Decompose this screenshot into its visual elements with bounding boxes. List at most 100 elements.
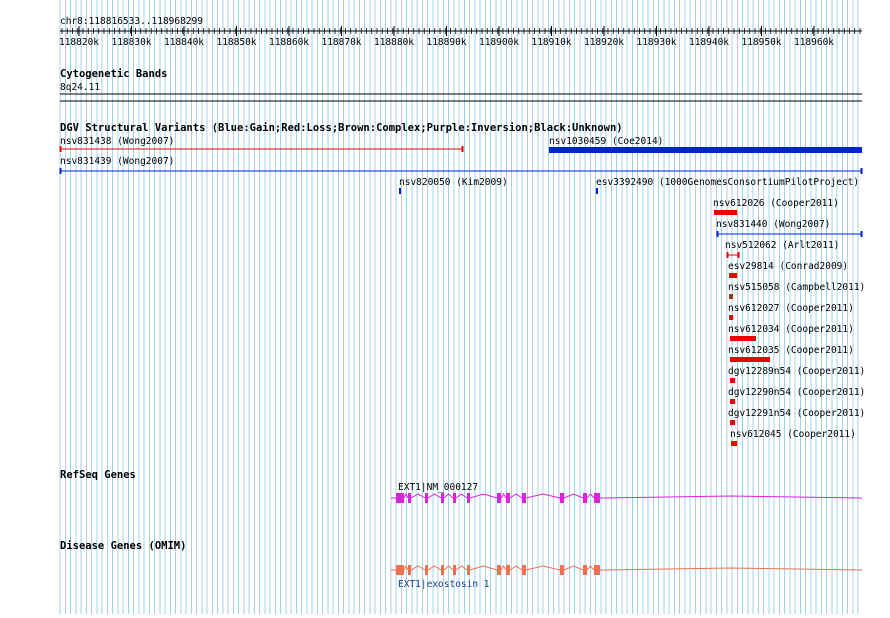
dgv-feature-label: dgv12290n54 (Cooper2011)	[728, 387, 865, 398]
omim-track[interactable]: Disease Genes (OMIM) EXT1|exostosin 1	[60, 540, 863, 590]
refseq-gene-label[interactable]: EXT1|NM_000127	[398, 482, 478, 493]
ruler-tick-label: 118950k	[741, 37, 781, 48]
refseq-track-title: RefSeq Genes	[60, 469, 136, 481]
dgv-feature-label: nsv612035 (Cooper2011)	[728, 345, 854, 356]
gene-intron	[469, 565, 498, 571]
dgv-feature-bar	[730, 399, 735, 404]
gene-intron	[599, 495, 863, 499]
ruler-tick-label: 118840k	[164, 37, 204, 48]
ruler-tick-label: 118910k	[531, 37, 571, 48]
dgv-feature-label: nsv820050 (Kim2009)	[399, 177, 508, 188]
ruler-tick-label: 118860k	[269, 37, 309, 48]
gene-intron	[410, 493, 426, 499]
dgv-feature-label: nsv612045 (Cooper2011)	[730, 429, 856, 440]
gene-exon	[425, 493, 428, 503]
ruler-marks	[61, 28, 861, 34]
dgv-feature-bar	[729, 315, 733, 320]
gene-exon	[560, 493, 564, 503]
gene-exon	[453, 565, 456, 575]
dgv-feature-label: nsv612027 (Cooper2011)	[728, 303, 854, 314]
dgv-feature[interactable]: nsv831438 (Wong2007)	[59, 136, 464, 152]
gene-intron	[410, 565, 426, 571]
dgv-feature[interactable]: nsv612035 (Cooper2011)	[728, 345, 854, 362]
gene-exon	[408, 493, 411, 503]
dgv-feature[interactable]: nsv831439 (Wong2007)	[59, 156, 863, 174]
ruler-tick-label: 118850k	[216, 37, 256, 48]
dgv-feature-bar	[714, 210, 737, 215]
gene-intron	[427, 565, 442, 571]
dgv-feature[interactable]: nsv831440 (Wong2007)	[716, 219, 863, 237]
dgv-feature[interactable]: nsv512062 (Arlt2011)	[725, 240, 839, 258]
dgv-feature-label: esv29814 (Conrad2009)	[728, 261, 848, 272]
gene-intron	[443, 493, 454, 499]
dgv-feature[interactable]: nsv820050 (Kim2009)	[399, 177, 508, 194]
gene-exon	[441, 565, 444, 575]
gene-exon	[506, 493, 510, 503]
cytoband-track[interactable]: Cytogenetic Bands 8q24.11	[60, 68, 862, 102]
ruler-tick-label: 118920k	[584, 37, 624, 48]
ruler-tick-labels: 118820k 118830k 118840k 118850k 118860k 11887…	[59, 26, 834, 48]
refseq-gene-glyph[interactable]	[391, 492, 863, 503]
dgv-feature-bar	[730, 420, 735, 425]
dgv-feature[interactable]: dgv12291n54 (Cooper2011)	[728, 408, 865, 425]
refseq-track[interactable]: RefSeq Genes EXT1|NM_000127	[60, 469, 863, 503]
ruler-tick-label: 118930k	[636, 37, 676, 48]
grid-lines	[59, 0, 859, 614]
dgv-feature[interactable]: nsv1030459 (Coe2014)	[549, 136, 862, 153]
gene-exon	[396, 565, 404, 575]
dgv-feature-bar	[729, 273, 737, 278]
gene-intron	[563, 493, 584, 499]
gene-intron	[563, 565, 584, 571]
omim-gene-label[interactable]: EXT1|exostosin 1	[398, 579, 490, 590]
dgv-feature-label: nsv515058 (Campbell2011)	[728, 282, 865, 293]
gene-exon	[467, 493, 470, 503]
dgv-feature[interactable]: nsv515058 (Campbell2011)	[728, 282, 865, 299]
dgv-feature-bar	[549, 147, 862, 153]
dgv-feature-label: dgv12289n54 (Cooper2011)	[728, 366, 865, 377]
gene-exon	[453, 493, 456, 503]
gene-intron	[525, 565, 561, 571]
dgv-feature[interactable]: nsv612026 (Cooper2011)	[713, 198, 839, 215]
gene-exon	[441, 493, 444, 503]
dgv-feature-label: nsv831438 (Wong2007)	[60, 136, 174, 147]
dgv-feature-label: nsv831440 (Wong2007)	[716, 219, 830, 230]
dgv-feature[interactable]: esv29814 (Conrad2009)	[728, 261, 848, 278]
gene-intron	[403, 564, 409, 571]
dgv-feature[interactable]: nsv612027 (Cooper2011)	[728, 303, 854, 320]
gene-exon	[594, 565, 600, 575]
gene-intron	[509, 493, 523, 499]
gene-exon	[497, 493, 501, 503]
ruler-tick-label: 118900k	[479, 37, 519, 48]
ruler-tick-label: 118890k	[426, 37, 466, 48]
gene-intron	[586, 565, 595, 571]
ruler-track: chr8:118816533..118968299 118820k 118830k…	[59, 16, 862, 48]
gene-exon	[408, 565, 411, 575]
gene-exon	[467, 565, 470, 575]
gene-exon	[594, 493, 600, 503]
dgv-features: nsv831438 (Wong2007) nsv1030459 (Coe2014)…	[59, 136, 865, 446]
gene-exon	[522, 565, 526, 575]
dgv-feature[interactable]: nsv612045 (Cooper2011)	[730, 429, 856, 446]
dgv-feature[interactable]: dgv12289n54 (Cooper2011)	[728, 366, 865, 383]
dgv-feature-bar	[730, 336, 756, 341]
dgv-feature-label: dgv12291n54 (Cooper2011)	[728, 408, 865, 419]
gene-exon	[396, 493, 404, 503]
gene-exon	[583, 565, 587, 575]
gene-intron	[500, 493, 507, 499]
dgv-feature[interactable]: nsv612034 (Cooper2011)	[728, 324, 854, 341]
ruler-tick-label: 118830k	[111, 37, 151, 48]
omim-gene-glyph[interactable]	[391, 564, 863, 575]
dgv-feature-bar	[730, 378, 735, 383]
gene-intron	[525, 493, 561, 499]
dgv-feature-label: nsv1030459 (Coe2014)	[549, 136, 663, 147]
dgv-track-title: DGV Structural Variants (Blue:Gain;Red:L…	[60, 122, 623, 134]
dgv-feature[interactable]: dgv12290n54 (Cooper2011)	[728, 387, 865, 404]
gene-exon	[522, 493, 526, 503]
dgv-track[interactable]: DGV Structural Variants (Blue:Gain;Red:L…	[59, 122, 865, 446]
dgv-feature-bar	[730, 357, 770, 362]
gene-intron	[455, 565, 468, 571]
gene-exon	[560, 565, 564, 575]
dgv-feature[interactable]: esv3392490 (1000GenomesConsortiumPilotPr…	[596, 177, 859, 194]
gene-intron	[509, 565, 523, 571]
